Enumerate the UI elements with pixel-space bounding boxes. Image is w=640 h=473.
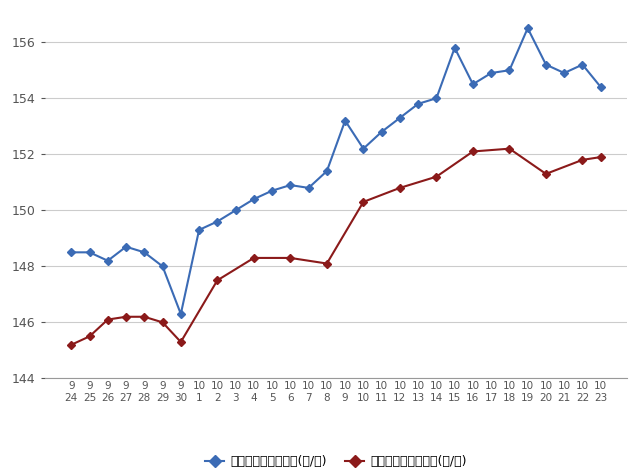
レギュラー実売価格(円/リ) [287, 255, 294, 261]
レギュラー実売価格(円/リ) [360, 199, 367, 205]
レギュラー看板価格(円/リ) [341, 118, 349, 123]
レギュラー看板価格(円/リ) [195, 227, 203, 233]
レギュラー実売価格(円/リ) [506, 146, 513, 151]
レギュラー実売価格(円/リ) [177, 339, 185, 345]
レギュラー実売価格(円/リ) [323, 261, 331, 266]
レギュラー看板価格(円/リ) [67, 249, 75, 255]
レギュラー実売価格(円/リ) [597, 154, 605, 160]
レギュラー看板価格(円/リ) [86, 249, 93, 255]
レギュラー看板価格(円/リ) [487, 70, 495, 76]
レギュラー実売価格(円/リ) [250, 255, 258, 261]
レギュラー看板価格(円/リ) [140, 249, 148, 255]
Line: レギュラー実売価格(円/リ): レギュラー実売価格(円/リ) [68, 146, 604, 348]
Legend: レギュラー看板価格(円/リ), レギュラー実売価格(円/リ): レギュラー看板価格(円/リ), レギュラー実売価格(円/リ) [200, 450, 472, 473]
レギュラー看板価格(円/リ) [360, 146, 367, 151]
レギュラー看板価格(円/リ) [524, 26, 532, 31]
レギュラー看板価格(円/リ) [396, 115, 404, 121]
レギュラー実売価格(円/リ) [104, 317, 111, 323]
レギュラー実売価格(円/リ) [140, 314, 148, 320]
レギュラー看板価格(円/リ) [159, 263, 166, 269]
レギュラー実売価格(円/リ) [469, 149, 477, 154]
レギュラー実売価格(円/リ) [214, 278, 221, 283]
レギュラー実売価格(円/リ) [159, 320, 166, 325]
レギュラー看板価格(円/リ) [579, 62, 586, 68]
レギュラー看板価格(円/リ) [214, 219, 221, 224]
レギュラー看板価格(円/リ) [378, 129, 385, 135]
レギュラー実売価格(円/リ) [122, 314, 130, 320]
レギュラー看板価格(円/リ) [268, 188, 276, 193]
レギュラー看板価格(円/リ) [177, 311, 185, 317]
レギュラー実売価格(円/リ) [86, 333, 93, 339]
レギュラー実売価格(円/リ) [542, 171, 550, 177]
レギュラー看板価格(円/リ) [469, 81, 477, 87]
レギュラー看板価格(円/リ) [506, 67, 513, 73]
レギュラー看板価格(円/リ) [433, 96, 440, 101]
レギュラー看板価格(円/リ) [542, 62, 550, 68]
Line: レギュラー看板価格(円/リ): レギュラー看板価格(円/リ) [68, 26, 604, 317]
レギュラー看板価格(円/リ) [414, 101, 422, 107]
レギュラー看板価格(円/リ) [305, 185, 312, 191]
レギュラー実売価格(円/リ) [67, 342, 75, 348]
レギュラー看板価格(円/リ) [561, 70, 568, 76]
レギュラー実売価格(円/リ) [579, 157, 586, 163]
レギュラー実売価格(円/リ) [433, 174, 440, 180]
レギュラー看板価格(円/リ) [250, 196, 258, 202]
レギュラー実売価格(円/リ) [396, 185, 404, 191]
レギュラー看板価格(円/リ) [104, 258, 111, 263]
レギュラー看板価格(円/リ) [597, 84, 605, 90]
レギュラー看板価格(円/リ) [451, 45, 458, 51]
レギュラー看板価格(円/リ) [323, 168, 331, 174]
レギュラー看板価格(円/リ) [122, 244, 130, 250]
レギュラー看板価格(円/リ) [232, 208, 239, 213]
レギュラー看板価格(円/リ) [287, 182, 294, 188]
